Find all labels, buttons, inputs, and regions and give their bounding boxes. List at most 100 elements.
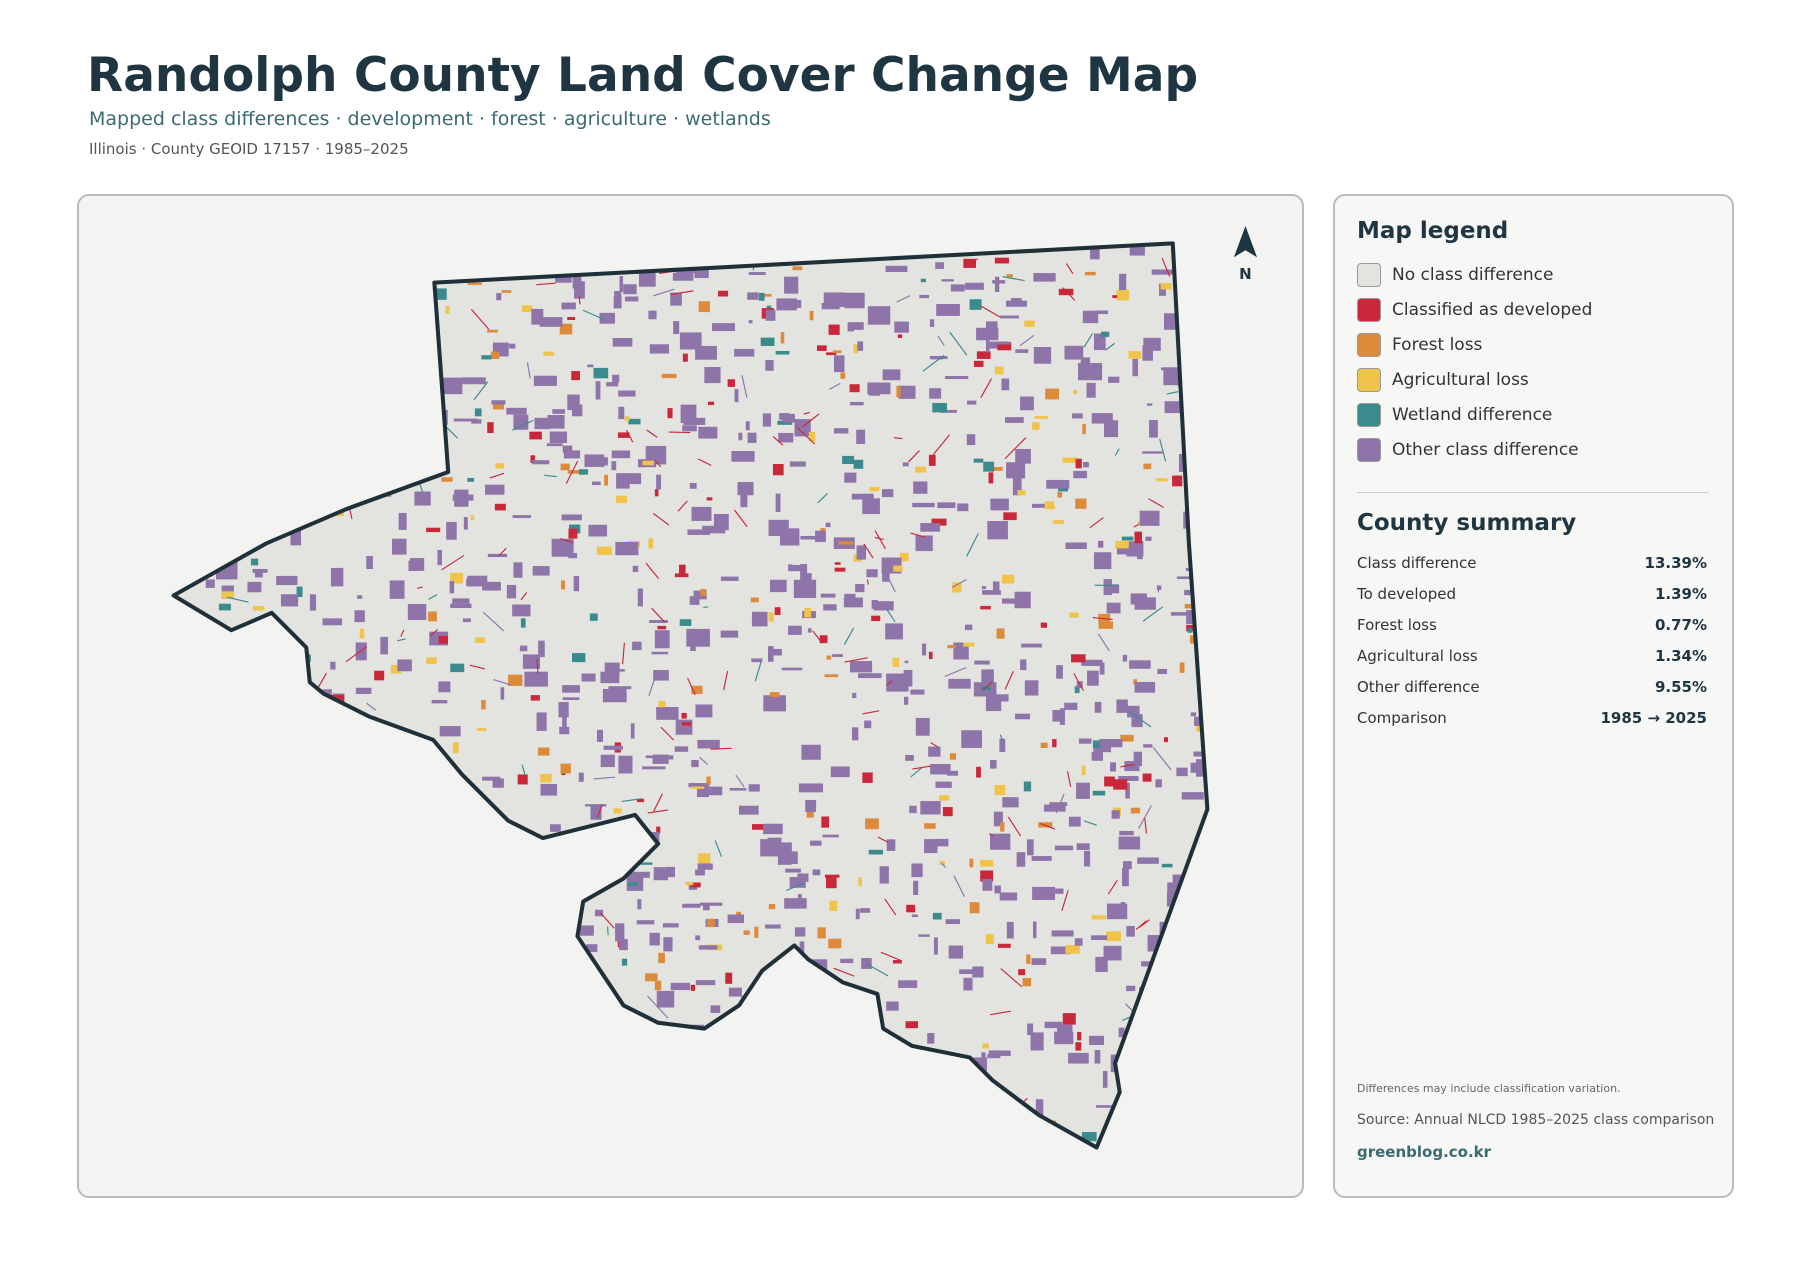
- change-patch: [291, 972, 303, 984]
- change-patch: [855, 583, 865, 593]
- change-patch: [822, 834, 839, 838]
- linear-change: [949, 331, 968, 356]
- change-patch: [1132, 1024, 1142, 1034]
- change-patch: [484, 1103, 499, 1113]
- change-patch: [520, 1131, 536, 1142]
- change-patch: [905, 1114, 921, 1119]
- change-patch: [987, 1054, 1001, 1059]
- change-patch: [600, 1088, 605, 1099]
- change-patch: [489, 1074, 502, 1083]
- linear-change: [893, 437, 903, 440]
- change-patch: [596, 729, 603, 742]
- change-patch: [341, 384, 358, 390]
- change-patch: [258, 812, 270, 826]
- change-patch: [426, 657, 437, 664]
- linear-change: [892, 1115, 915, 1137]
- change-patch: [397, 659, 412, 672]
- linear-change: [212, 1079, 232, 1095]
- change-patch: [1015, 448, 1031, 464]
- linear-change: [1202, 1031, 1205, 1040]
- change-patch: [181, 374, 202, 384]
- change-patch: [618, 755, 633, 774]
- change-patch: [531, 308, 544, 325]
- linear-change: [1055, 793, 1065, 814]
- change-patch: [619, 276, 624, 292]
- change-patch: [994, 276, 1000, 292]
- change-patch: [300, 409, 305, 422]
- change-patch: [306, 380, 325, 392]
- change-patch: [853, 459, 864, 469]
- change-patch: [419, 971, 424, 975]
- change-patch: [857, 341, 864, 351]
- change-patch: [981, 586, 987, 590]
- change-patch: [940, 1121, 964, 1138]
- change-patch: [1073, 470, 1088, 479]
- change-patch: [459, 1112, 477, 1124]
- change-patch: [1115, 540, 1129, 549]
- change-patch: [1016, 852, 1026, 867]
- change-patch: [176, 743, 201, 755]
- change-patch: [482, 776, 501, 781]
- change-patch: [1069, 612, 1079, 618]
- change-patch: [490, 972, 497, 989]
- linear-change: [670, 290, 694, 296]
- change-patch: [813, 1109, 822, 1114]
- legend-swatch: [1357, 263, 1381, 287]
- change-patch: [765, 360, 774, 371]
- change-patch: [173, 360, 180, 373]
- linear-change: [1083, 820, 1097, 826]
- change-patch: [499, 261, 512, 270]
- change-patch: [563, 450, 581, 459]
- change-patch: [225, 707, 243, 724]
- change-patch: [817, 927, 826, 939]
- linear-change: [677, 500, 688, 512]
- change-patch: [511, 1077, 531, 1083]
- change-patch: [917, 1136, 922, 1148]
- change-patch: [318, 825, 325, 843]
- change-patch: [704, 366, 721, 384]
- change-patch: [831, 1148, 835, 1156]
- change-patch: [702, 525, 726, 534]
- change-patch: [562, 697, 580, 701]
- change-patch: [190, 936, 203, 952]
- linear-change: [932, 434, 951, 455]
- change-patch: [1026, 954, 1031, 964]
- change-patch: [652, 754, 669, 764]
- change-patch: [194, 995, 206, 1003]
- change-patch: [941, 279, 954, 282]
- change-patch: [992, 581, 1000, 592]
- change-patch: [1178, 981, 1183, 990]
- change-patch: [607, 1042, 619, 1045]
- change-patch: [424, 442, 435, 446]
- sidebar: Map legend No class difference Classified…: [1333, 194, 1734, 1198]
- change-patch: [302, 405, 307, 419]
- summary-value: 1.34%: [1654, 647, 1707, 665]
- change-patch: [432, 288, 447, 300]
- change-patch: [490, 351, 500, 360]
- linear-change: [399, 762, 406, 765]
- change-patch: [627, 1084, 637, 1096]
- linear-change: [482, 611, 505, 632]
- change-patch: [1075, 458, 1082, 469]
- change-patch: [1082, 423, 1086, 435]
- change-patch: [729, 788, 747, 791]
- linear-change: [655, 1073, 679, 1098]
- change-patch: [595, 381, 601, 400]
- change-patch: [367, 809, 390, 819]
- change-patch: [948, 678, 971, 689]
- change-patch: [1077, 1031, 1082, 1041]
- divider: [1357, 492, 1709, 493]
- change-patch: [770, 238, 785, 242]
- linear-change: [654, 459, 662, 468]
- change-patch: [359, 752, 376, 764]
- change-patch: [913, 880, 919, 895]
- change-patch: [673, 321, 680, 335]
- change-patch: [272, 1034, 284, 1051]
- change-patch: [1188, 1091, 1201, 1098]
- change-patch: [653, 1115, 677, 1125]
- change-patch: [823, 604, 837, 611]
- linear-change: [653, 513, 670, 526]
- change-patch: [1073, 389, 1078, 395]
- change-patch: [1104, 420, 1119, 438]
- change-patch: [180, 935, 200, 944]
